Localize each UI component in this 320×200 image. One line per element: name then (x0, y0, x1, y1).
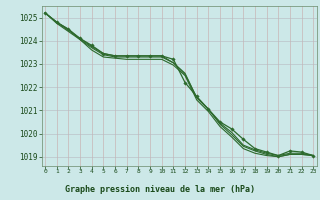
Text: Graphe pression niveau de la mer (hPa): Graphe pression niveau de la mer (hPa) (65, 185, 255, 194)
